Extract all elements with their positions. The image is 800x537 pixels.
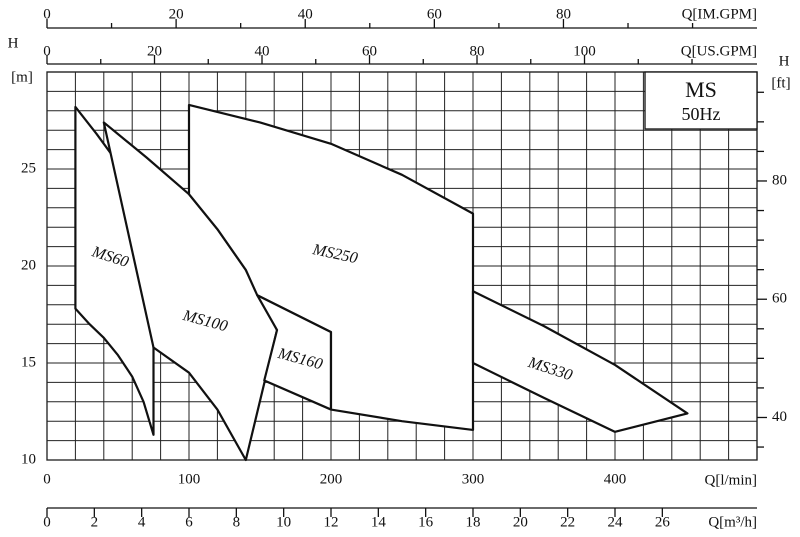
y-axis-label: H bbox=[8, 35, 19, 51]
tick-label: 6 bbox=[185, 514, 193, 530]
tick-label: 80 bbox=[556, 6, 571, 22]
tick-label: 0 bbox=[43, 6, 51, 22]
tick-label: 24 bbox=[608, 514, 624, 530]
tick-label: 20 bbox=[169, 6, 184, 22]
y-tick-label: 15 bbox=[21, 354, 36, 370]
tick-label: 0 bbox=[43, 43, 51, 59]
axis-label: Q[IM.GPM] bbox=[682, 6, 757, 22]
tick-label: 2 bbox=[91, 514, 99, 530]
badge-model: MS bbox=[685, 77, 717, 102]
tick-label: 20 bbox=[147, 43, 162, 59]
tick-label: 18 bbox=[466, 514, 481, 530]
x-tick-label: 400 bbox=[604, 471, 627, 487]
y2-tick-label: 60 bbox=[772, 291, 787, 307]
tick-label: 60 bbox=[427, 6, 442, 22]
pump-range bbox=[187, 103, 475, 432]
axes: 0 100 200 300 400 Q[l/min]10152025H[m]406080H… bbox=[8, 6, 791, 530]
badge-frequency: 50Hz bbox=[682, 104, 721, 124]
tick-label: 60 bbox=[362, 43, 377, 59]
axis-label: Q[US.GPM] bbox=[681, 43, 757, 59]
y-tick-label: 20 bbox=[21, 257, 36, 273]
tick-label: 40 bbox=[255, 43, 270, 59]
tick-label: 16 bbox=[418, 514, 434, 530]
badge-box bbox=[644, 71, 758, 130]
tick-label: 4 bbox=[138, 514, 146, 530]
tick-label: 100 bbox=[573, 43, 596, 59]
tick-label: 26 bbox=[655, 514, 671, 530]
tick-label: 8 bbox=[233, 514, 241, 530]
y-axis-unit: [m] bbox=[11, 69, 33, 85]
tick-label: 14 bbox=[371, 514, 387, 530]
x-tick-label: 200 bbox=[320, 471, 343, 487]
y-tick-label: 25 bbox=[21, 160, 36, 176]
y2-tick-label: 80 bbox=[772, 172, 787, 188]
x-tick-label: 0 bbox=[43, 471, 51, 487]
tick-label: 22 bbox=[560, 514, 575, 530]
x-tick-label: 100 bbox=[178, 471, 201, 487]
tick-label: 10 bbox=[276, 514, 291, 530]
tick-label: 20 bbox=[513, 514, 528, 530]
y2-axis-label: H bbox=[779, 53, 790, 69]
y-tick-label: 10 bbox=[21, 451, 36, 467]
tick-label: 80 bbox=[470, 43, 485, 59]
y2-tick-label: 40 bbox=[772, 409, 787, 425]
y2-axis-unit: [ft] bbox=[771, 75, 790, 91]
tick-label: 40 bbox=[298, 6, 313, 22]
pump-range bbox=[471, 290, 689, 433]
x-tick-label: 300 bbox=[462, 471, 485, 487]
tick-label: 12 bbox=[324, 514, 339, 530]
axis-label: Q[m³/h] bbox=[708, 514, 757, 530]
tick-label: 0 bbox=[43, 514, 51, 530]
x-axis-label: Q[l/min] bbox=[705, 472, 758, 488]
